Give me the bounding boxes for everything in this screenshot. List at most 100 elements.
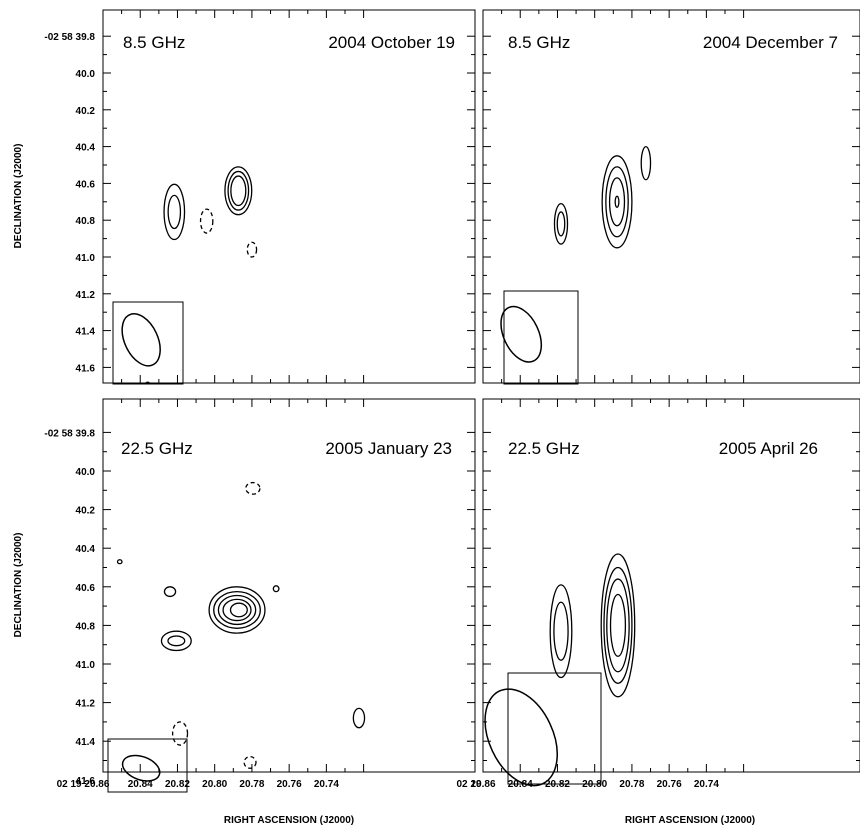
y-tick-label: 41.4 <box>76 327 96 338</box>
y-tick-label: 40.6 <box>76 179 96 190</box>
negative-contour <box>245 481 261 495</box>
y-axis-title-bottom: DECLINATION (J2000) <box>13 533 24 638</box>
contour <box>640 145 652 181</box>
x-tick-label: 20.78 <box>239 779 264 790</box>
beam-ellipse <box>500 305 543 363</box>
x-tick-labels: 20.86 20.84 20.82 20.80 20.78 20.76 20.74 <box>470 779 719 790</box>
axis-ticks <box>103 10 475 383</box>
contour <box>608 177 626 227</box>
y-tick-label: -02 58 39.8 <box>44 32 95 43</box>
x-tick-label: 20.84 <box>128 779 153 790</box>
frequency-label: 22.5 GHz <box>508 439 580 458</box>
x-tick-label: 20.80 <box>202 779 227 790</box>
beam-frame <box>107 738 188 793</box>
negative-contour <box>246 241 258 258</box>
beam-box <box>484 672 602 787</box>
contour <box>606 578 630 673</box>
contour <box>217 594 257 626</box>
panel-8ghz-2004-oct-19: 8.5 GHz 2004 October 19 -02 58 39.8 40.0 4… <box>44 9 476 385</box>
contour <box>160 630 192 652</box>
x-tick-label: 02 19 <box>456 779 481 790</box>
y-tick-labels: -02 58 39.8 40.0 40.2 40.4 40.6 40.8 41.0 41.2 4… <box>44 32 95 374</box>
contour <box>556 211 566 237</box>
y-tick-label: 40.6 <box>76 583 96 594</box>
contour <box>600 553 636 698</box>
y-tick-label: 40.2 <box>76 106 96 117</box>
axis-ticks <box>483 399 860 772</box>
y-tick-label: -02 58 39.8 <box>44 428 95 439</box>
x-axis-title-left: RIGHT ASCENSION (J2000) <box>224 815 354 826</box>
x-tick-label: 20.76 <box>277 779 302 790</box>
y-tick-label: 40.4 <box>76 544 96 555</box>
frequency-label: 8.5 GHz <box>508 33 570 52</box>
y-tick-label: 40.0 <box>76 467 96 478</box>
contour <box>163 586 177 598</box>
x-tick-label: 02 19 20.86 <box>57 779 110 790</box>
contour <box>603 566 633 684</box>
y-tick-labels: -02 58 39.8 40.0 40.2 40.4 40.6 40.8 41.0 41.2 4… <box>44 428 95 786</box>
beam-frame <box>112 301 184 385</box>
axis-ticks <box>483 10 860 383</box>
y-tick-label: 40.0 <box>76 69 96 80</box>
date-label: 2005 January 23 <box>325 439 452 458</box>
negative-contour <box>199 208 214 234</box>
date-label: 2004 October 19 <box>328 33 455 52</box>
contour-layer <box>145 166 258 383</box>
date-label: 2005 April 26 <box>719 439 818 458</box>
x-tick-label: 20.74 <box>694 779 719 790</box>
contour <box>601 155 633 249</box>
negative-contour <box>243 755 257 769</box>
contour-layer <box>549 553 636 698</box>
negative-contour <box>171 721 189 746</box>
frequency-label: 22.5 GHz <box>121 439 193 458</box>
y-tick-label: 41.0 <box>76 660 96 671</box>
panel-frame <box>482 398 860 773</box>
x-tick-label: 20.78 <box>619 779 644 790</box>
beam-ellipse <box>121 313 161 367</box>
x-axis-title-right: RIGHT ASCENSION (J2000) <box>625 815 755 826</box>
panel-22ghz-2005-apr-26: 22.5 GHz 2005 April 26 20.86 20.84 20.82 20… <box>470 398 860 790</box>
x-tick-labels: 02 19 20.86 20.84 20.82 20.80 20.78 20.76 20.7… <box>57 779 482 790</box>
x-tick-label: 20.82 <box>545 779 570 790</box>
beam-box <box>500 290 579 385</box>
contour <box>145 381 151 383</box>
y-tick-label: 41.6 <box>76 776 96 787</box>
contour <box>614 195 620 208</box>
beam-frame <box>507 672 602 785</box>
y-tick-label: 41.4 <box>76 737 96 748</box>
contour <box>163 183 186 241</box>
beam-box <box>112 301 184 385</box>
axis-ticks <box>103 399 475 772</box>
contour <box>553 202 569 245</box>
y-tick-label: 40.4 <box>76 143 96 154</box>
panel-frame <box>102 9 476 384</box>
y-tick-label: 41.0 <box>76 253 96 264</box>
y-axis-title-top: DECLINATION (J2000) <box>13 144 24 249</box>
contour <box>227 170 250 211</box>
panel-frame <box>482 9 860 384</box>
contour <box>605 166 629 238</box>
x-tick-label: 20.74 <box>314 779 339 790</box>
contour <box>549 584 573 679</box>
contour <box>208 586 266 634</box>
contour <box>224 166 253 216</box>
panel-8ghz-2004-dec-7: 8.5 GHz 2004 December 7 <box>482 9 860 385</box>
x-tick-label: 20.86 <box>470 779 495 790</box>
contour <box>167 635 186 647</box>
frequency-label: 8.5 GHz <box>123 33 185 52</box>
contour-layer <box>116 481 366 769</box>
x-tick-label: 20.76 <box>657 779 682 790</box>
contour <box>222 598 252 622</box>
x-tick-label: 20.84 <box>508 779 533 790</box>
y-tick-label: 41.6 <box>76 363 96 374</box>
contour <box>230 175 247 207</box>
contour <box>609 593 627 657</box>
date-label: 2004 December 7 <box>703 33 838 52</box>
beam-box <box>107 738 188 793</box>
contour <box>213 590 261 629</box>
x-tick-label: 20.80 <box>582 779 607 790</box>
x-tick-label: 20.82 <box>165 779 190 790</box>
y-tick-label: 41.2 <box>76 699 96 710</box>
contour <box>167 194 182 230</box>
